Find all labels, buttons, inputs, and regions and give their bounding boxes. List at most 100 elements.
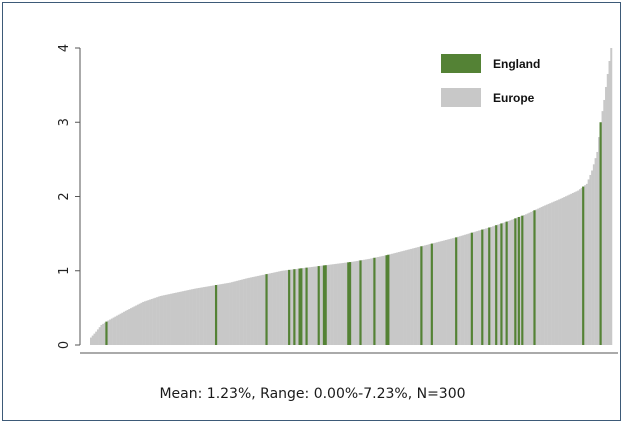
legend-swatch-europe — [441, 88, 481, 107]
bar-europe — [154, 297, 157, 345]
bar-europe — [264, 274, 266, 345]
bar-europe — [114, 316, 117, 345]
bar-england — [293, 269, 296, 345]
bar-europe — [229, 282, 232, 345]
bar-europe — [116, 315, 119, 345]
bar-europe — [95, 331, 98, 345]
bar-europe — [410, 248, 413, 345]
bar-europe — [465, 234, 468, 345]
bar-europe — [168, 294, 171, 345]
bar-england — [298, 268, 301, 345]
bar-europe — [380, 256, 383, 345]
bar-europe — [389, 254, 392, 345]
bar-europe — [460, 235, 463, 345]
bar-europe — [608, 60, 611, 346]
bar-europe — [356, 260, 359, 345]
bar-europe — [316, 266, 319, 345]
bar-europe — [558, 199, 561, 345]
bar-europe — [124, 310, 127, 345]
bar-europe — [138, 303, 141, 345]
bar-europe — [458, 236, 461, 345]
bar-europe — [223, 283, 226, 345]
bar-europe — [255, 276, 258, 345]
bar-europe — [250, 277, 253, 345]
bar-europe — [185, 290, 188, 345]
bar-europe — [93, 333, 96, 345]
bar-england — [470, 232, 473, 345]
bar-europe — [363, 259, 366, 345]
bar-europe — [422, 245, 425, 345]
bar-europe — [507, 221, 510, 345]
bar-europe — [276, 271, 279, 345]
bar-europe — [107, 320, 110, 345]
bar-europe — [284, 270, 287, 345]
bar-europe — [143, 301, 146, 345]
bar-europe — [333, 264, 336, 345]
bar-europe — [545, 204, 548, 345]
bar-europe — [236, 280, 239, 345]
bar-england — [481, 229, 484, 345]
bar-europe — [126, 309, 129, 345]
bar-europe — [295, 268, 298, 345]
bar-europe — [436, 242, 439, 345]
bar-england — [322, 265, 326, 345]
bar-europe — [217, 284, 220, 345]
bar-europe — [439, 241, 442, 345]
bar-europe — [486, 227, 489, 345]
bar-europe — [156, 297, 159, 345]
bar-europe — [262, 274, 265, 345]
bar-europe — [335, 263, 338, 345]
bar-europe — [131, 307, 134, 345]
bar-europe — [530, 211, 533, 345]
bar-europe — [342, 262, 345, 345]
bar-europe — [140, 302, 143, 345]
bar-england — [430, 243, 433, 345]
bar-europe — [526, 213, 529, 345]
bar-europe — [502, 222, 505, 345]
bar-europe — [538, 207, 541, 345]
bar-europe — [474, 231, 477, 345]
bar-europe — [446, 239, 449, 345]
bar-europe — [270, 272, 273, 345]
bar-europe — [575, 191, 578, 345]
bar-europe — [149, 299, 152, 345]
bar-europe — [234, 281, 237, 345]
bar-europe — [375, 257, 378, 345]
bar-europe — [592, 164, 595, 345]
chart-caption: Mean: 1.23%, Range: 0.00%-7.23%, N=300 — [159, 386, 466, 402]
bar-england — [105, 321, 108, 345]
bar-europe — [364, 259, 367, 345]
bar-europe — [152, 298, 155, 345]
bar-europe — [260, 275, 263, 345]
bar-europe — [585, 183, 588, 345]
bar-europe — [498, 223, 501, 345]
bar-england — [359, 260, 362, 345]
bar-europe — [568, 194, 571, 345]
bar-europe — [196, 288, 199, 345]
bar-europe — [441, 240, 444, 345]
bar-europe — [171, 293, 174, 345]
bar-europe — [310, 266, 313, 345]
bar-europe — [491, 226, 494, 345]
bar-europe — [598, 137, 601, 345]
bar-europe — [469, 233, 472, 345]
chart-frame — [2, 2, 621, 421]
bar-europe — [584, 185, 587, 345]
legend-label-england: England — [493, 57, 540, 71]
bar-europe — [183, 290, 186, 345]
legend: England Europe — [441, 54, 540, 107]
bar-europe — [493, 225, 496, 345]
bar-europe — [150, 298, 153, 345]
bar-europe — [570, 193, 573, 345]
legend-label-europe: Europe — [493, 91, 535, 105]
bar-europe — [211, 285, 214, 345]
bar-europe — [559, 198, 562, 345]
bar-europe — [135, 305, 138, 345]
bar-europe — [415, 247, 418, 345]
bar-europe — [404, 250, 407, 345]
bar-europe — [512, 219, 515, 345]
bars — [90, 48, 613, 346]
bar-europe — [192, 288, 195, 345]
bar-europe — [177, 292, 179, 345]
bar-europe — [274, 272, 277, 345]
